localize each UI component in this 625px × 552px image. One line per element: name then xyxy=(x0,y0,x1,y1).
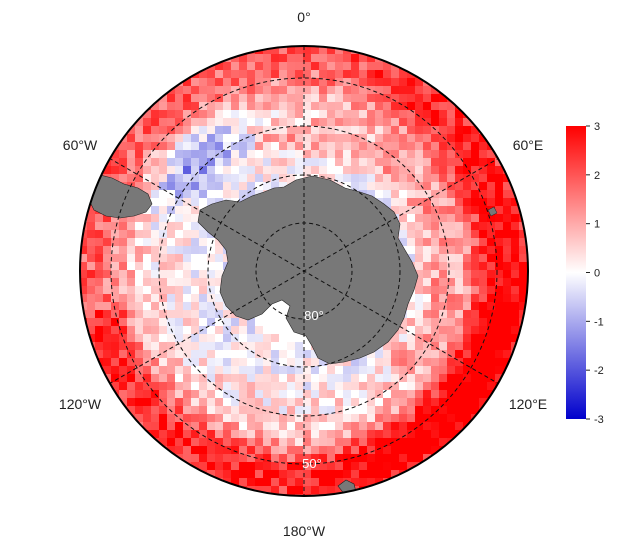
colorbar: 3 2 1 0 -1 -2 -3 xyxy=(566,121,604,426)
lon-label-180w: 180°W xyxy=(283,523,326,539)
lon-label-60w: 60°W xyxy=(63,137,98,153)
lat-label-50: 50° xyxy=(302,456,322,471)
land-masses xyxy=(87,174,498,496)
lon-label-120w: 120°W xyxy=(59,396,102,412)
lon-label-120e: 120°E xyxy=(509,396,547,412)
colorbar-tick-label: -2 xyxy=(594,365,604,377)
map-boundary xyxy=(79,45,529,497)
lon-label-60e: 60°E xyxy=(513,137,544,153)
colorbar-tick-label: 2 xyxy=(594,170,600,182)
lon-label-0: 0° xyxy=(297,9,310,25)
lat-label-80: 80° xyxy=(304,308,324,323)
colorbar-tick-label: -3 xyxy=(594,414,604,426)
colorbar-ticks: 3 2 1 0 -1 -2 -3 xyxy=(586,121,604,426)
antarctica xyxy=(197,175,419,365)
kerguelen xyxy=(487,206,498,217)
colorbar-tick-label: 0 xyxy=(594,268,600,280)
colorbar-tick-label: 3 xyxy=(594,121,600,133)
graticule xyxy=(108,46,500,496)
colorbar-gradient xyxy=(566,126,586,419)
colorbar-tick-label: -1 xyxy=(594,316,604,328)
colorbar-tick-label: 1 xyxy=(594,219,600,231)
south-america xyxy=(87,174,153,219)
